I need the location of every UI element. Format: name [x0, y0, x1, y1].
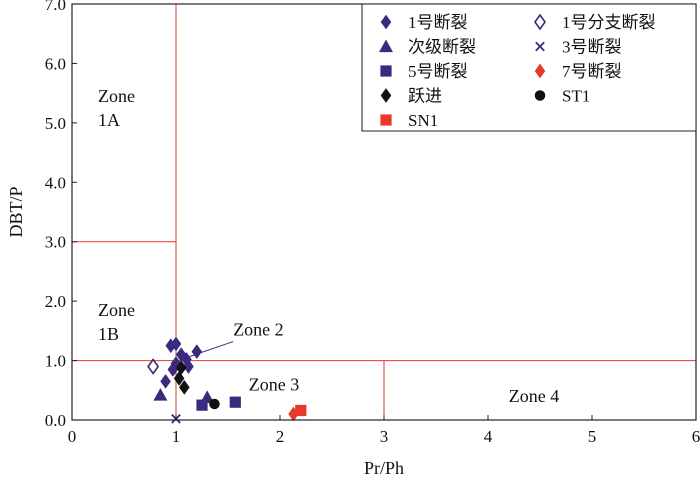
- zone-label-line: Zone 2: [233, 320, 283, 340]
- y-tick-label-6: 6.0: [45, 54, 66, 73]
- y-tick-label-5: 5.0: [45, 114, 66, 133]
- y-tick-label-7: 7.0: [45, 0, 66, 14]
- data-point-s0-3: [191, 344, 203, 360]
- zone-label-line: Zone: [98, 300, 135, 320]
- zone-label-3: Zone 3: [249, 374, 299, 394]
- data-point-s7-0: [209, 398, 220, 410]
- legend-marker-7: [534, 90, 546, 101]
- zone-label-line: 1B: [98, 324, 119, 344]
- data-point-s4-0: [196, 399, 208, 411]
- data-point-s6-2: [178, 379, 190, 395]
- legend-label-3: 3号断裂: [562, 38, 622, 57]
- data-point-s0-1: [170, 336, 182, 352]
- x-axis-label: Pr/Ph: [364, 458, 404, 478]
- zone-label-1: Zone 1B: [98, 300, 135, 344]
- legend-marker-8: [380, 114, 392, 126]
- legend-label-4: 5号断裂: [408, 62, 468, 81]
- zone-label-line: 1A: [98, 110, 120, 130]
- legend-label-6: 跃进: [408, 87, 442, 106]
- legend-marker-4: [380, 65, 392, 77]
- legend-label-7: ST1: [562, 87, 590, 106]
- zone-labels: Zone 1A Zone 1B Zone 2 Zone 3 Zone 4: [98, 86, 559, 406]
- y-tick-label-1: 1.0: [45, 352, 66, 371]
- y-axis-label: DBT/P: [6, 186, 26, 237]
- zone-label-line: Zone 4: [509, 386, 559, 406]
- axis-ticks: 0 1 2 3 4 5 6 0.0 1.0 2.0 3.0 4.0 5.0 6.0 7.0: [45, 0, 700, 446]
- legend-marker-1: [533, 13, 547, 31]
- x-tick-label-1: 1: [172, 427, 181, 446]
- legend-label-0: 1号断裂: [408, 13, 468, 32]
- data-point-s2-0: [153, 388, 168, 401]
- legend-marker-0: [380, 14, 392, 30]
- y-tick-label-4: 4.0: [45, 173, 66, 192]
- x-tick-label-3: 3: [380, 427, 389, 446]
- zone-label-2: Zone 2: [233, 320, 283, 340]
- legend-marker-5: [534, 63, 546, 79]
- x-tick-label-4: 4: [484, 427, 493, 446]
- y-tick-label-0: 0.0: [45, 411, 66, 430]
- legend-box: [361, 3, 697, 132]
- legend-label-5: 7号断裂: [562, 62, 622, 81]
- data-point-s1-0: [147, 358, 160, 375]
- legend-label-1: 1号分支断裂: [562, 13, 656, 32]
- x-tick-label-2: 2: [276, 427, 285, 446]
- data-point-s0-5: [183, 359, 194, 374]
- data-point-s4-1: [229, 396, 241, 408]
- y-tick-label-2: 2.0: [45, 292, 66, 311]
- zone-label-line: Zone: [98, 86, 135, 106]
- legend-label-2: 次级断裂: [408, 38, 476, 57]
- data-points: [147, 336, 307, 424]
- data-point-s8-0: [295, 404, 307, 417]
- zone-label-4: Zone 4: [509, 386, 559, 406]
- x-tick-label-0: 0: [68, 427, 77, 446]
- y-tick-label-3: 3.0: [45, 233, 66, 252]
- data-point-s0-8: [160, 373, 171, 389]
- zone-label-0: Zone 1A: [98, 86, 135, 130]
- legend-marker-2: [379, 39, 393, 53]
- x-tick-label-6: 6: [692, 427, 700, 446]
- x-tick-label-5: 5: [588, 427, 597, 446]
- data-point-s6-1: [173, 370, 185, 386]
- legend-marker-6: [380, 88, 392, 103]
- zone-label-line: Zone 3: [249, 374, 299, 394]
- data-point-s0-7: [167, 362, 179, 377]
- legend-marker-3: [535, 41, 545, 52]
- legend-label-8: SN1: [408, 111, 438, 130]
